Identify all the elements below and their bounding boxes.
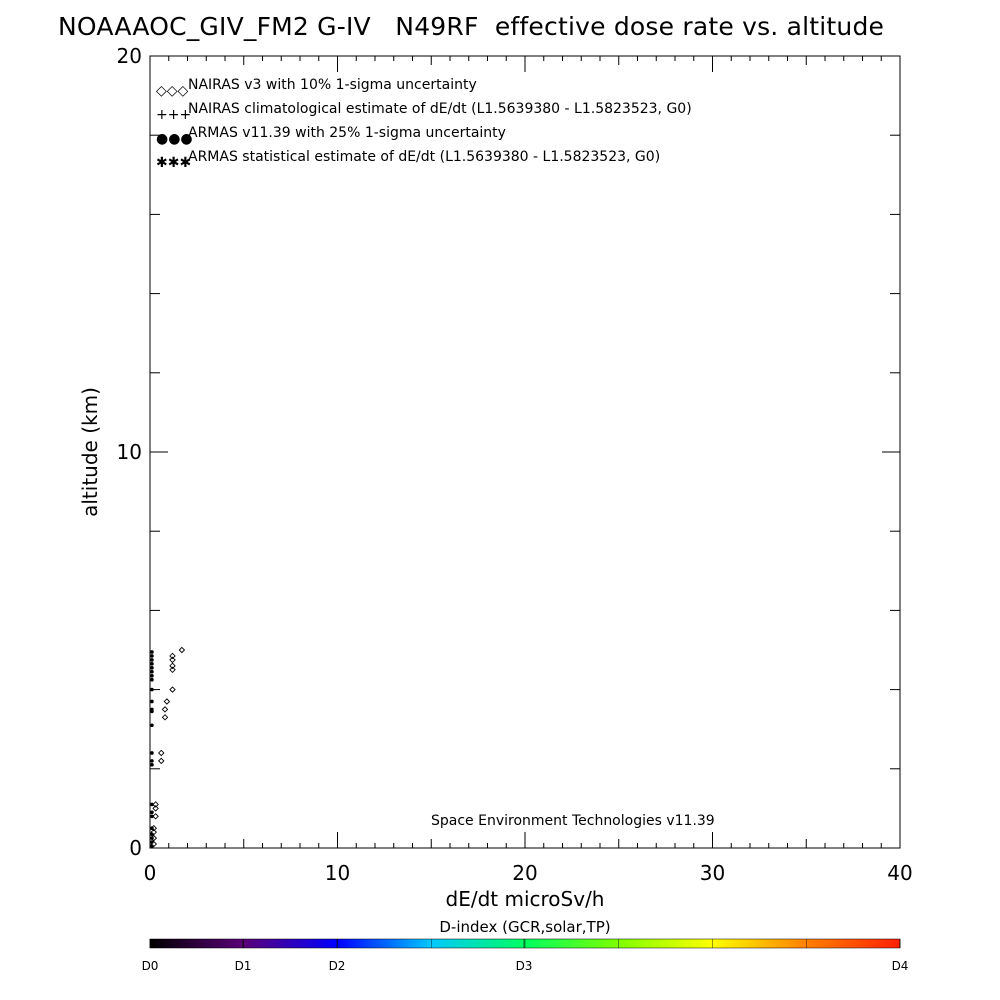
colorbar-label: D0 [142,959,159,973]
armas-point [150,677,154,682]
x-tick-label: 40 [887,861,912,885]
nairas-point [158,749,165,757]
axis-tick-labels: 0 10 20 30 40 0 10 20 [117,44,913,885]
y-tick-label: 0 [129,836,142,860]
armas-point [150,840,154,844]
armas-point [150,810,154,815]
data-points [150,646,186,848]
nairas-point [169,686,176,693]
nairas-point [169,656,176,664]
armas-point [150,836,154,840]
nairas-point [152,805,159,812]
armas-point [150,673,154,678]
legend-symbol-star: ✱✱✱ [156,155,191,171]
nairas-point [158,757,165,765]
nairas-point [161,714,169,721]
nairas-point [163,698,171,705]
x-axis-label: dE/dt microSv/h [446,887,605,911]
colorbar-label: D4 [892,959,909,973]
armas-point [150,650,154,654]
credit-annotation: Space Environment Technologies v11.39 [431,813,715,829]
armas-point [150,709,154,714]
armas-point [150,759,154,763]
legend-label: ARMAS statistical estimate of dE/dt (L1.… [188,149,660,165]
legend-label: ARMAS v11.39 with 25% 1-sigma uncertaint… [188,125,506,141]
nairas-point [169,662,176,670]
nairas-point [169,652,176,660]
colorbar-title: D-index (GCR,solar,TP) [439,918,610,936]
armas-point [150,751,154,755]
x-tick-label: 30 [700,861,725,885]
nairas-point [178,646,186,654]
x-tick-label: 10 [325,861,350,885]
armas-point [150,802,154,807]
armas-point [150,658,154,662]
armas-point [150,844,154,848]
y-tick-label: 20 [117,44,142,68]
armas-point [150,814,154,819]
armas-point [150,763,154,767]
colorbar-label: D2 [329,959,346,973]
legend-symbol-dot: ●●● [156,131,193,147]
nairas-point [161,706,169,713]
y-tick-label: 10 [117,440,142,464]
chart-title: NOAAAOC_GIV_FM2 G-IV N49RF effective dos… [58,12,885,41]
nairas-point [169,666,176,674]
plot-frame [149,55,901,849]
legend: ◇◇◇ NAIRAS v3 with 10% 1-sigma uncertaint… [156,77,692,171]
armas-point [150,826,154,830]
legend-label: NAIRAS v3 with 10% 1-sigma uncertainty [188,77,477,93]
armas-point [150,699,154,704]
colorbar-ticks: D0 D1 D2 D3 D4 [142,939,909,973]
armas-point [150,669,154,674]
legend-symbol-diamond: ◇◇◇ [156,83,189,99]
armas-point [150,662,154,666]
armas-point [150,723,154,728]
armas-point [150,832,154,836]
legend-label: NAIRAS climatological estimate of dE/dt … [188,101,692,117]
x-tick-label: 20 [512,861,537,885]
nairas-point [152,813,159,820]
legend-symbol-plus: +++ [156,107,191,123]
axis-ticks [149,55,901,849]
colorbar-label: D1 [235,959,252,973]
armas-point [150,666,154,670]
colorbar-label: D3 [516,959,533,973]
armas-point [150,687,154,692]
armas-point [150,654,154,658]
y-axis-label: altitude (km) [78,387,102,517]
x-tick-label: 0 [144,861,157,885]
nairas-point [152,801,159,808]
nairas-point [150,828,157,836]
